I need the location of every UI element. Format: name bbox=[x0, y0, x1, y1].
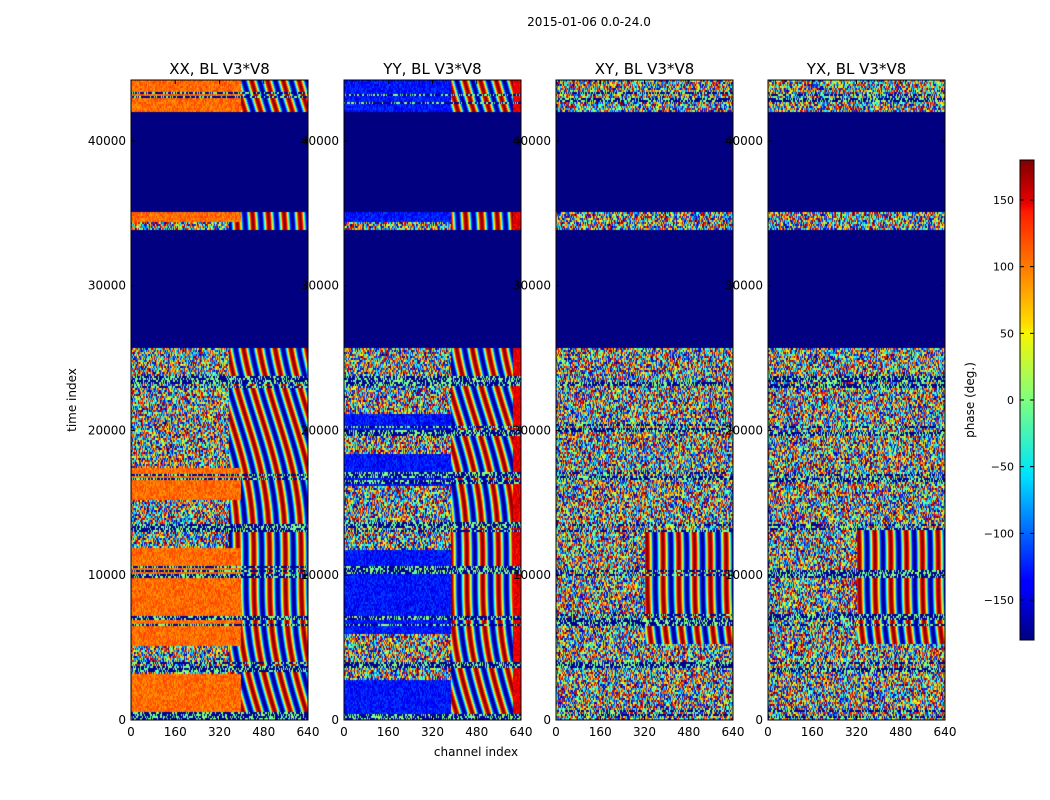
colorbar-ticks: −150 −100 −50 0 50 100 150 bbox=[984, 194, 1034, 607]
colorbar-tick-label: 0 bbox=[1007, 394, 1014, 407]
x-tick-label: 640 bbox=[722, 725, 745, 739]
heatmap-panel-xx: XX, BL V3*V8 0 160 320 480 640 0 10000 20000 3000… bbox=[88, 60, 320, 739]
x-tick-label: 320 bbox=[208, 725, 231, 739]
x-tick-label: 480 bbox=[889, 725, 912, 739]
colorbar-tick-label: −50 bbox=[991, 461, 1014, 474]
x-tick-label: 640 bbox=[297, 725, 320, 739]
y-tick-label: 10000 bbox=[725, 568, 763, 582]
panel-title: YX, BL V3*V8 bbox=[806, 60, 907, 78]
heatmap-raster bbox=[768, 80, 945, 720]
panel-title: XY, BL V3*V8 bbox=[595, 60, 695, 78]
colorbar-tick-label: 50 bbox=[1000, 327, 1014, 340]
panel-title: XX, BL V3*V8 bbox=[169, 60, 270, 78]
x-tick-label: 160 bbox=[589, 725, 612, 739]
colorbar: −150 −100 −50 0 50 100 150 bbox=[984, 159, 1035, 641]
x-tick-label: 0 bbox=[340, 725, 348, 739]
y-tick-label: 20000 bbox=[725, 423, 763, 437]
x-tick-label: 160 bbox=[801, 725, 824, 739]
y-tick-label: 40000 bbox=[513, 134, 551, 148]
heatmap-raster bbox=[556, 80, 733, 720]
x-tick-label: 480 bbox=[465, 725, 488, 739]
x-tick-label: 320 bbox=[421, 725, 444, 739]
x-tick-label: 640 bbox=[934, 725, 957, 739]
x-axis-label: channel index bbox=[434, 745, 518, 759]
x-tick-label: 0 bbox=[764, 725, 772, 739]
panel-title: YY, BL V3*V8 bbox=[382, 60, 481, 78]
x-tick-label: 480 bbox=[252, 725, 275, 739]
y-tick-label: 40000 bbox=[88, 134, 126, 148]
y-tick-label: 20000 bbox=[88, 423, 126, 437]
figure-suptitle: 2015-01-06 0.0-24.0 bbox=[527, 15, 651, 29]
y-tick-label: 20000 bbox=[301, 423, 339, 437]
y-axis-label: time index bbox=[65, 368, 79, 432]
x-tick-label: 160 bbox=[377, 725, 400, 739]
y-tick-label: 10000 bbox=[88, 568, 126, 582]
y-tick-label: 30000 bbox=[725, 279, 763, 293]
y-tick-label: 30000 bbox=[513, 279, 551, 293]
heatmap-panel-yy: YY, BL V3*V8 0 160 320 480 640 0 10000 20000 3000… bbox=[301, 60, 533, 739]
colorbar-tick-label: 150 bbox=[993, 194, 1014, 207]
heatmap-panels: XX, BL V3*V8 0 160 320 480 640 0 10000 20000 3000… bbox=[88, 60, 957, 739]
x-tick-label: 640 bbox=[510, 725, 533, 739]
y-tick-label: 40000 bbox=[301, 134, 339, 148]
heatmap-raster bbox=[344, 80, 521, 720]
y-tick-label: 0 bbox=[118, 713, 126, 727]
y-tick-label: 30000 bbox=[301, 279, 339, 293]
colorbar-tick-label: 100 bbox=[993, 261, 1014, 274]
x-tick-label: 480 bbox=[677, 725, 700, 739]
colorbar-tick-label: −100 bbox=[984, 527, 1014, 540]
heatmap-raster bbox=[131, 80, 308, 720]
y-tick-label: 30000 bbox=[88, 279, 126, 293]
y-tick-label: 0 bbox=[331, 713, 339, 727]
x-tick-label: 0 bbox=[127, 725, 135, 739]
x-tick-label: 160 bbox=[164, 725, 187, 739]
y-tick-label: 40000 bbox=[725, 134, 763, 148]
y-tick-label: 0 bbox=[543, 713, 551, 727]
x-tick-label: 320 bbox=[845, 725, 868, 739]
heatmap-panel-yx: YX, BL V3*V8 0 160 320 480 640 0 10000 20000 3000… bbox=[725, 60, 957, 739]
heatmap-panel-xy: XY, BL V3*V8 0 160 320 480 640 0 10000 20000 3000… bbox=[513, 60, 745, 739]
y-tick-label: 20000 bbox=[513, 423, 551, 437]
y-tick-label: 10000 bbox=[301, 568, 339, 582]
x-tick-label: 0 bbox=[552, 725, 560, 739]
colorbar-gradient bbox=[1020, 160, 1034, 640]
colorbar-label: phase (deg.) bbox=[963, 362, 977, 438]
y-tick-label: 10000 bbox=[513, 568, 551, 582]
colorbar-tick-label: −150 bbox=[984, 594, 1014, 607]
x-tick-label: 320 bbox=[633, 725, 656, 739]
y-tick-label: 0 bbox=[755, 713, 763, 727]
